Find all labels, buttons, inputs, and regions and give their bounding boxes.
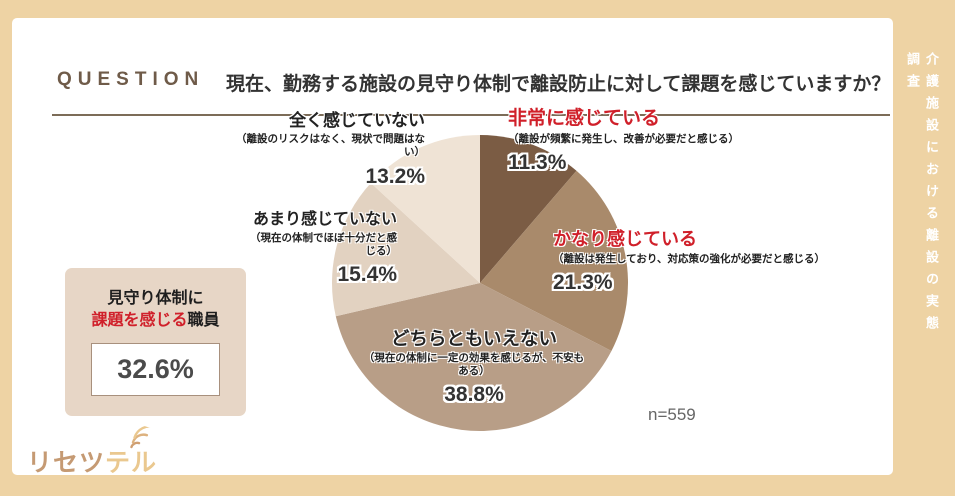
title-divider xyxy=(52,114,890,116)
pie-label-title: 非常に感じている xyxy=(508,108,661,129)
pie-label-amari: あまり感じていない （現在の体制でほぼ十分だと感じる） 15.4% xyxy=(243,210,397,289)
pie-label-description: （現在の体制でほぼ十分だと感じる） xyxy=(250,232,397,258)
pie-label-kanari: かなり感じている （離設は発生しており、対応策の強化が必要だと感じる） 21.3… xyxy=(553,228,883,296)
logo-text-secondary: テル xyxy=(105,449,158,477)
pie-label-mattaku: 全く感じていない （離設のリスクはなく、現状で問題はない） 13.2% xyxy=(235,110,425,190)
pie-label-value: 38.8% xyxy=(444,383,504,407)
pie-slice-1 xyxy=(480,170,628,352)
pie-label-value: 13.2% xyxy=(365,164,425,188)
sample-size: n=559 xyxy=(648,405,696,424)
brand-logo: リセツテル xyxy=(27,443,157,479)
pie-label-description: （離設のリスクはなく、現状で問題はない） xyxy=(236,133,425,159)
summary-stat-box: 見守り体制に 課題を感じる職員 32.6% xyxy=(65,268,246,416)
pie-label-dochira: どちらともいえない （現在の体制に一定の効果を感じるが、不安もある） 38.8% xyxy=(360,327,588,409)
pie-label-title: かなり感じている xyxy=(553,229,697,249)
question-label: QUESTION xyxy=(57,69,205,90)
pie-label-value: 11.3% xyxy=(508,150,567,174)
stat-line2-red: 課題を感じる xyxy=(91,311,188,329)
pie-label-title: 全く感じていない xyxy=(289,111,425,130)
stat-line2-black: 職員 xyxy=(187,311,220,329)
side-note-vertical: 介護施設における離設の実態調査 xyxy=(905,52,939,338)
pie-slice-4 xyxy=(370,135,480,283)
pie-slice-0 xyxy=(480,135,577,283)
pie-slice-2 xyxy=(335,283,612,431)
pie-label-description: （離設が頻繁に発生し、改善が必要だと感じる） xyxy=(508,132,739,145)
page-title: 現在、勤務する施設の見守り体制で離設防止に対して課題を感じていますか？ xyxy=(226,74,891,95)
stat-line2: 課題を感じる職員 xyxy=(65,310,246,332)
pie-label-title: あまり感じていない xyxy=(252,211,397,228)
logo-text-primary: リセツ xyxy=(27,449,106,477)
pie-label-hijou: 非常に感じている （離設が頻繁に発生し、改善が必要だと感じる） 11.3% xyxy=(508,107,838,176)
pie-slice-3 xyxy=(332,183,480,317)
pie-label-value: 15.4% xyxy=(337,263,397,287)
stat-line1: 見守り体制に xyxy=(107,290,204,307)
pie-label-value: 21.3% xyxy=(553,270,613,294)
stat-value-box: 32.6% xyxy=(91,343,220,397)
pie-chart xyxy=(332,135,628,431)
pie-label-description: （現在の体制に一定の効果を感じるが、不安もある） xyxy=(363,352,585,378)
stat-value: 32.6% xyxy=(117,354,194,385)
pie-label-description: （離設は発生しており、対応策の強化が必要だと感じる） xyxy=(553,252,825,265)
pie-label-title: どちらともいえない xyxy=(390,328,558,349)
